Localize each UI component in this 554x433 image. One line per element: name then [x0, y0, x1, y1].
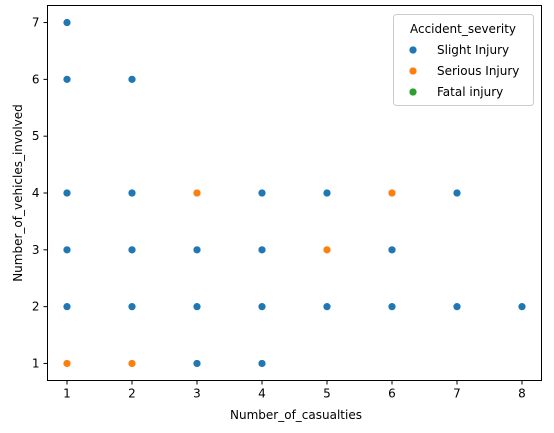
legend-title: Accident_severity — [410, 22, 516, 36]
y-tick-label: 5 — [32, 129, 40, 143]
legend-label: Serious Injury — [437, 64, 519, 78]
x-tick-label: 1 — [63, 387, 71, 401]
y-tick-label: 4 — [32, 186, 40, 200]
point-slight-injury — [452, 302, 462, 312]
x-axis-label: Number_of_casualties — [230, 408, 362, 422]
point-slight-injury — [127, 74, 137, 84]
x-tick-label: 8 — [518, 387, 526, 401]
x-tick-label: 6 — [388, 387, 396, 401]
point-slight-injury — [387, 245, 397, 255]
legend-marker — [408, 87, 418, 97]
point-slight-injury — [257, 188, 267, 198]
y-tick-label: 3 — [32, 243, 40, 257]
point-slight-injury — [387, 302, 397, 312]
y-axis-label: Number_of_vehicles_involved — [11, 104, 25, 282]
legend: Accident_severity Slight Injury Serious I… — [393, 14, 534, 106]
x-axis-ticks: 1 2 3 4 5 6 7 8 — [63, 380, 526, 401]
point-serious-injury — [322, 245, 332, 255]
y-tick-label: 1 — [32, 356, 40, 370]
legend-marker — [408, 66, 418, 76]
point-slight-injury — [452, 188, 462, 198]
point-slight-injury — [517, 302, 527, 312]
point-slight-injury — [322, 302, 332, 312]
point-serious-injury — [192, 188, 202, 198]
legend-entries: Slight Injury Serious Injury Fatal injury — [408, 43, 519, 99]
legend-box — [393, 14, 534, 106]
legend-marker — [408, 45, 418, 55]
point-slight-injury — [192, 359, 202, 368]
legend-label: Slight Injury — [437, 43, 509, 57]
point-slight-injury — [62, 18, 72, 27]
point-slight-injury — [62, 74, 72, 84]
x-tick-label: 7 — [453, 387, 461, 401]
data-points — [62, 18, 527, 368]
x-tick-label: 5 — [323, 387, 331, 401]
point-slight-injury — [257, 359, 267, 368]
x-tick-label: 3 — [193, 387, 201, 401]
point-slight-injury — [62, 188, 72, 198]
point-slight-injury — [257, 245, 267, 255]
plot-area: 1 2 3 4 5 6 7 8 1 2 3 4 5 6 7 — [32, 5, 542, 401]
point-serious-injury — [387, 188, 397, 198]
y-tick-label: 2 — [32, 300, 40, 314]
point-slight-injury — [127, 302, 137, 312]
point-serious-injury — [62, 359, 72, 368]
legend-label: Fatal injury — [437, 85, 503, 99]
point-slight-injury — [62, 245, 72, 255]
y-axis-ticks: 1 2 3 4 5 6 7 — [32, 16, 48, 370]
x-tick-label: 2 — [128, 387, 136, 401]
point-slight-injury — [62, 302, 72, 312]
point-slight-injury — [192, 245, 202, 255]
x-tick-label: 4 — [258, 387, 266, 401]
point-slight-injury — [322, 188, 332, 198]
y-tick-label: 6 — [32, 72, 40, 86]
point-serious-injury — [127, 359, 137, 368]
point-slight-injury — [127, 188, 137, 198]
point-slight-injury — [192, 302, 202, 312]
point-slight-injury — [127, 245, 137, 255]
y-tick-label: 7 — [32, 16, 40, 30]
point-slight-injury — [257, 302, 267, 312]
